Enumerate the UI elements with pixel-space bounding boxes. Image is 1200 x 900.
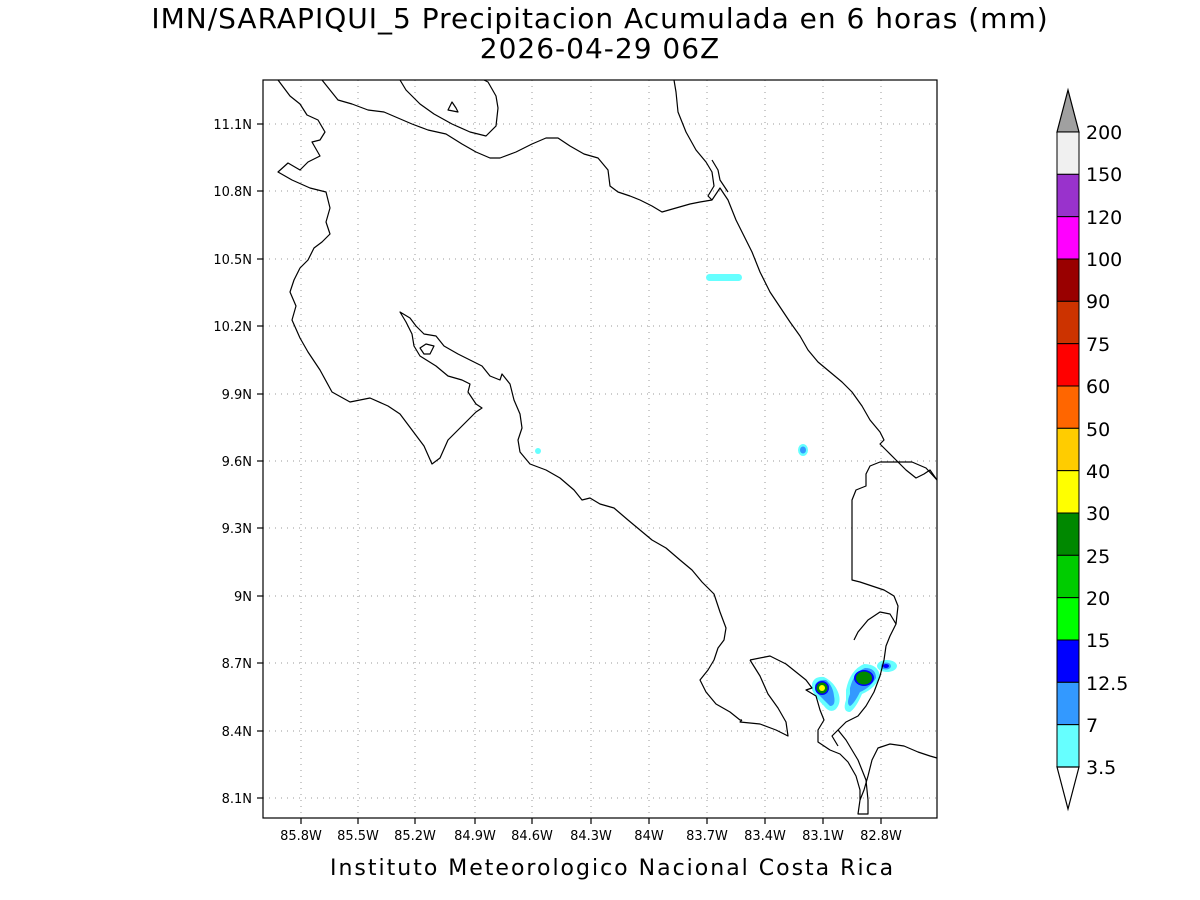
lat-label: 10.2N	[213, 320, 252, 335]
lon-label: 85.5W	[337, 829, 379, 844]
colorbar-box	[1056, 681, 1080, 726]
lon-label: 84.9W	[454, 829, 496, 844]
coastlines	[277, 79, 938, 815]
map-frame	[262, 79, 938, 819]
colorbar-max-arrow	[1056, 87, 1080, 133]
colorbar-min-arrow	[1056, 766, 1080, 812]
lat-label: 8.7N	[222, 657, 252, 672]
lon-label: 82.8W	[860, 829, 902, 844]
latitude-labels: 11.1N 10.8N 10.5N 10.2N 9.9N 9.6N 9.3N 9…	[213, 118, 252, 807]
lon-label: 83.1W	[802, 829, 844, 844]
legend-label: 3.5	[1086, 757, 1116, 779]
precipitation-areas	[535, 274, 897, 712]
colorbar-box	[1056, 639, 1080, 683]
colorbar-box	[1056, 216, 1080, 260]
legend-label: 50	[1086, 419, 1110, 441]
precip-patch-south-2-green	[856, 671, 872, 685]
lon-label: 84.3W	[570, 829, 612, 844]
lat-label: 11.1N	[213, 118, 252, 133]
legend-label: 100	[1086, 249, 1122, 271]
legend-label: 12.5	[1086, 673, 1128, 695]
legend-label: 150	[1086, 164, 1122, 186]
colorbar-box	[1056, 554, 1080, 599]
precip-patch-south-3-core	[883, 664, 889, 668]
legend-label: 90	[1086, 291, 1110, 313]
legend-label: 60	[1086, 376, 1110, 398]
lon-label: 85.8W	[280, 829, 322, 844]
map-subtitle: 2026-04-29 06Z	[479, 32, 721, 65]
lat-label: 10.8N	[213, 185, 252, 200]
colorbar-box	[1056, 470, 1080, 514]
precip-patch-east-core	[800, 446, 806, 454]
colorbar-box	[1056, 385, 1080, 429]
legend-label: 25	[1086, 546, 1110, 568]
legend-label: 40	[1086, 461, 1110, 483]
lon-label: 85.2W	[394, 829, 436, 844]
map-title: IMN/SARAPIQUI_5 Precipitacion Acumulada …	[151, 2, 1049, 35]
lat-label: 9.6N	[222, 455, 252, 470]
lon-label: 84.6W	[511, 829, 553, 844]
lon-label: 84W	[634, 829, 664, 844]
lat-label: 9.3N	[222, 522, 252, 537]
colorbar-legend: 200 150 120 100 90 75 60 50 40 30 25 20 …	[1056, 87, 1128, 812]
lat-label: 8.1N	[222, 792, 252, 807]
colorbar-box	[1056, 258, 1080, 302]
colorbar-box	[1056, 300, 1080, 345]
lat-label: 9.9N	[222, 388, 252, 403]
colorbar-labels: 200 150 120 100 90 75 60 50 40 30 25 20 …	[1086, 122, 1128, 779]
precip-patch-center	[535, 448, 541, 454]
colorbar-box	[1056, 173, 1080, 218]
legend-label: 20	[1086, 588, 1110, 610]
axis-ticks	[257, 123, 882, 824]
colorbar-box	[1056, 724, 1080, 768]
lat-label: 10.5N	[213, 253, 252, 268]
precip-patch-north	[706, 274, 742, 281]
legend-label: 200	[1086, 122, 1122, 144]
legend-label: 7	[1086, 715, 1098, 737]
colorbar-box	[1056, 131, 1080, 175]
legend-label: 15	[1086, 630, 1110, 652]
legend-label: 75	[1086, 334, 1110, 356]
colorbar-boxes	[1056, 131, 1080, 768]
colorbar-box	[1056, 512, 1080, 556]
legend-label: 30	[1086, 503, 1110, 525]
legend-label: 120	[1086, 207, 1122, 229]
lon-label: 83.4W	[744, 829, 786, 844]
colorbar-box	[1056, 597, 1080, 641]
colorbar-box	[1056, 343, 1080, 387]
lon-label: 83.7W	[686, 829, 728, 844]
colorbar-box	[1056, 427, 1080, 472]
map-grid	[263, 80, 937, 818]
lat-label: 8.4N	[222, 725, 252, 740]
footer-credit: Instituto Meteorologico Nacional Costa R…	[330, 856, 896, 881]
precip-patch-south-1-yellow	[819, 685, 825, 691]
longitude-labels: 85.8W 85.5W 85.2W 84.9W 84.6W 84.3W 84W …	[280, 829, 902, 844]
lat-label: 9N	[234, 590, 252, 605]
